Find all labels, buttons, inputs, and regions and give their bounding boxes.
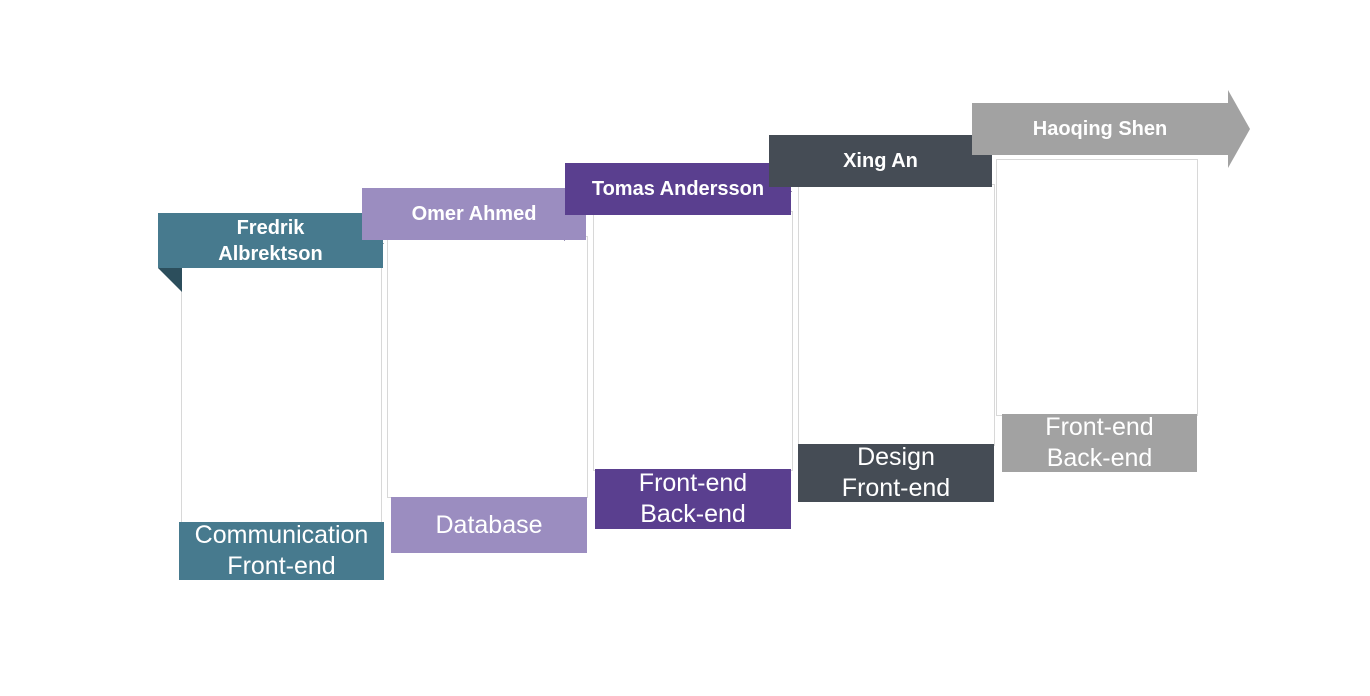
member-role-label: Database [391,497,587,553]
role-line: Design [857,443,935,471]
member-name-banner: Tomas Andersson [565,163,791,215]
role-line: Front-end [227,552,336,580]
member-name-banner: Fredrik Albrektson [158,213,383,268]
member-name: Omer Ahmed [411,203,537,225]
member-role-label: Design Front-end [798,443,994,502]
role-line: Front-end [1045,413,1154,441]
member-role-label: Communication Front-end [179,521,384,580]
role-line: Back-end [640,500,746,528]
banner-fold [158,268,182,292]
member-name: Xing An [843,150,918,172]
member-role-label: Front-end Back-end [595,469,791,529]
member-name: Haoqing Shen [1032,118,1168,140]
photo-frame [996,159,1198,416]
role-line: Database [435,510,543,539]
member-name: Tomas Andersson [591,178,765,200]
member-name-banner: Xing An [769,135,992,187]
role-line: Back-end [1046,444,1153,472]
member-name-line: Fredrik [236,216,305,239]
photo-frame [387,236,588,498]
arrow-head [1228,90,1250,168]
member-role-label: Front-end Back-end [1002,413,1197,472]
photo-frame [181,262,382,526]
member-name-banner: Omer Ahmed [362,188,586,240]
member-name-line: Albrektson [218,242,323,265]
role-line: Communication [194,521,369,549]
role-line: Front-end [638,469,748,497]
photo-frame [593,211,793,471]
role-line: Front-end [841,474,951,502]
photo-frame [798,184,995,446]
member-name-banner-arrow: Haoqing Shen [972,103,1228,155]
